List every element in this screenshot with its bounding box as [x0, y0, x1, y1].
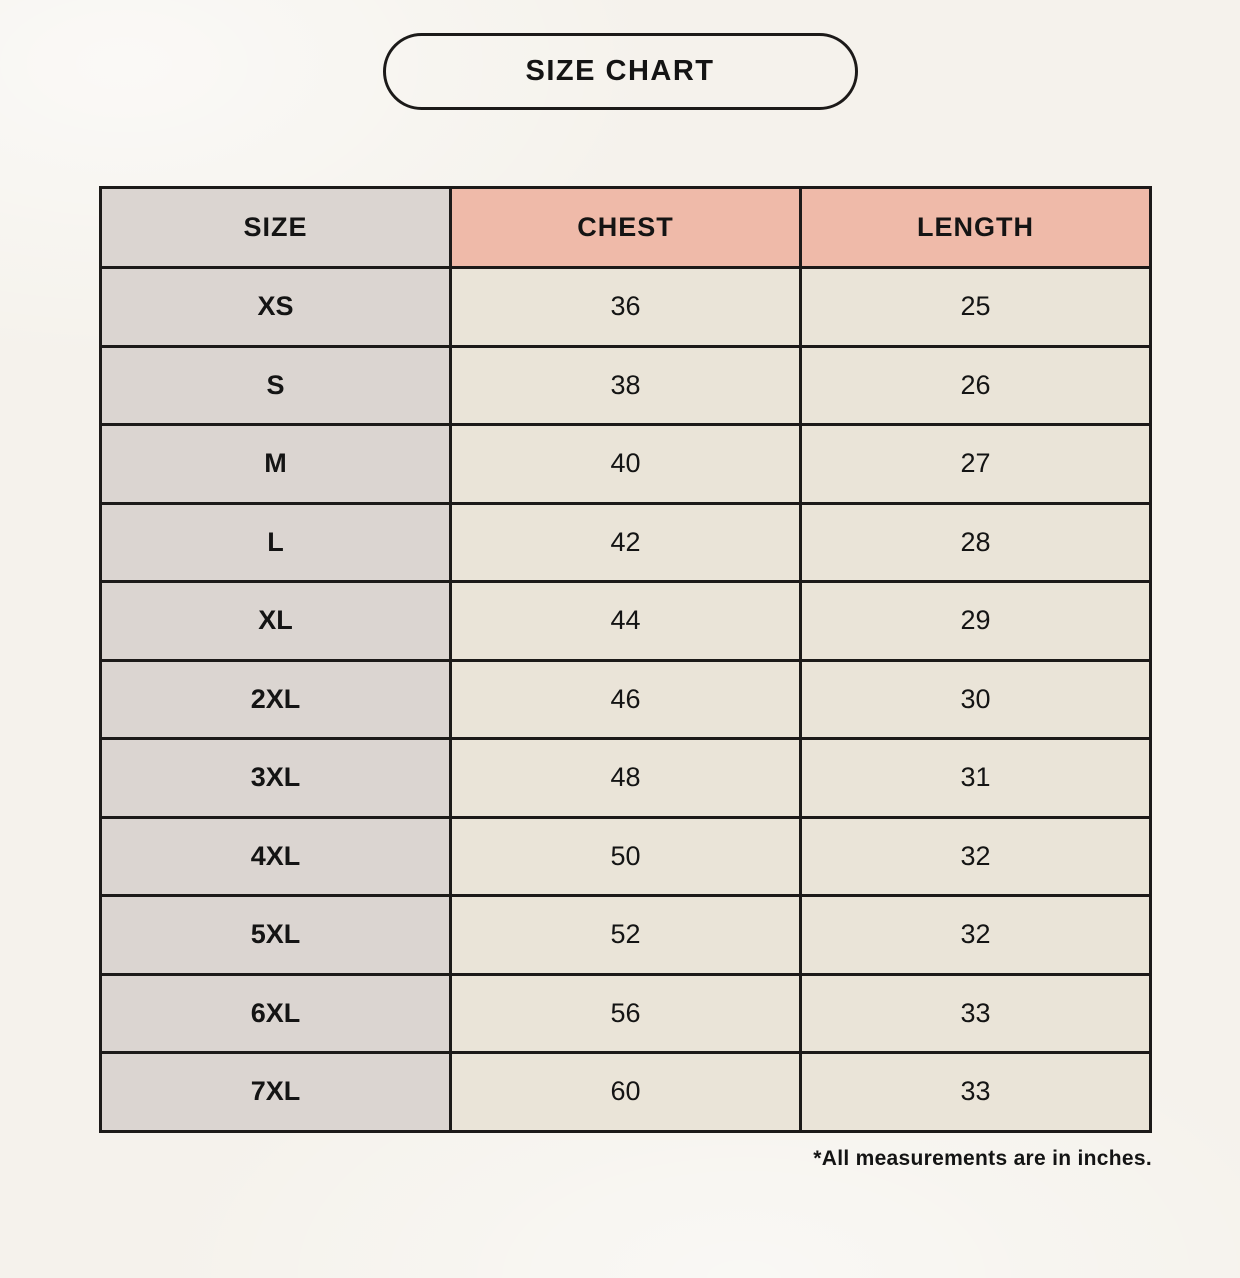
length-cell: 28 — [799, 501, 1152, 583]
size-cell: S — [99, 344, 452, 426]
size-cell: 5XL — [99, 894, 452, 976]
size-cell: XS — [99, 266, 452, 348]
header-row: SIZE CHEST LENGTH — [99, 186, 1152, 269]
chest-cell: 42 — [449, 501, 802, 583]
table-row: XS 36 25 — [99, 266, 1152, 348]
size-cell: 2XL — [99, 658, 452, 740]
length-cell: 30 — [799, 658, 1152, 740]
table-row: 4XL 50 32 — [99, 815, 1152, 897]
chest-cell: 40 — [449, 423, 802, 505]
length-cell: 25 — [799, 266, 1152, 348]
chest-cell: 38 — [449, 344, 802, 426]
size-cell: L — [99, 501, 452, 583]
length-cell: 26 — [799, 344, 1152, 426]
chest-cell: 52 — [449, 894, 802, 976]
column-header-size: SIZE — [99, 186, 452, 269]
length-cell: 33 — [799, 1051, 1152, 1133]
table-row: 3XL 48 31 — [99, 737, 1152, 819]
length-cell: 32 — [799, 815, 1152, 897]
size-table-body: XS 36 25 S 38 26 M 40 27 L 42 28 XL 44 2… — [99, 266, 1152, 1133]
size-cell: 4XL — [99, 815, 452, 897]
chest-cell: 48 — [449, 737, 802, 819]
size-chart-table-container: SIZE CHEST LENGTH XS 36 25 S 38 26 M 40 … — [99, 186, 1152, 1133]
table-row: M 40 27 — [99, 423, 1152, 505]
title-section: SIZE CHART — [0, 0, 1240, 110]
length-cell: 33 — [799, 972, 1152, 1054]
size-cell: 7XL — [99, 1051, 452, 1133]
table-row: XL 44 29 — [99, 580, 1152, 662]
size-cell: XL — [99, 580, 452, 662]
table-row: L 42 28 — [99, 501, 1152, 583]
page-title: SIZE CHART — [525, 55, 715, 87]
column-header-chest: CHEST — [449, 186, 802, 269]
length-cell: 32 — [799, 894, 1152, 976]
length-cell: 31 — [799, 737, 1152, 819]
column-header-length: LENGTH — [799, 186, 1152, 269]
length-cell: 29 — [799, 580, 1152, 662]
chest-cell: 46 — [449, 658, 802, 740]
size-chart-table: SIZE CHEST LENGTH XS 36 25 S 38 26 M 40 … — [99, 186, 1152, 1133]
chest-cell: 60 — [449, 1051, 802, 1133]
table-row: 5XL 52 32 — [99, 894, 1152, 976]
table-row: 6XL 56 33 — [99, 972, 1152, 1054]
length-cell: 27 — [799, 423, 1152, 505]
chest-cell: 50 — [449, 815, 802, 897]
table-header: SIZE CHEST LENGTH — [99, 186, 1152, 269]
measurements-footnote: *All measurements are in inches. — [813, 1146, 1152, 1170]
table-row: 2XL 46 30 — [99, 658, 1152, 740]
chest-cell: 36 — [449, 266, 802, 348]
chest-cell: 44 — [449, 580, 802, 662]
chest-cell: 56 — [449, 972, 802, 1054]
table-row: S 38 26 — [99, 344, 1152, 426]
size-chart-title-pill: SIZE CHART — [382, 33, 858, 110]
table-row: 7XL 60 33 — [99, 1051, 1152, 1133]
size-cell: 3XL — [99, 737, 452, 819]
size-cell: M — [99, 423, 452, 505]
size-cell: 6XL — [99, 972, 452, 1054]
